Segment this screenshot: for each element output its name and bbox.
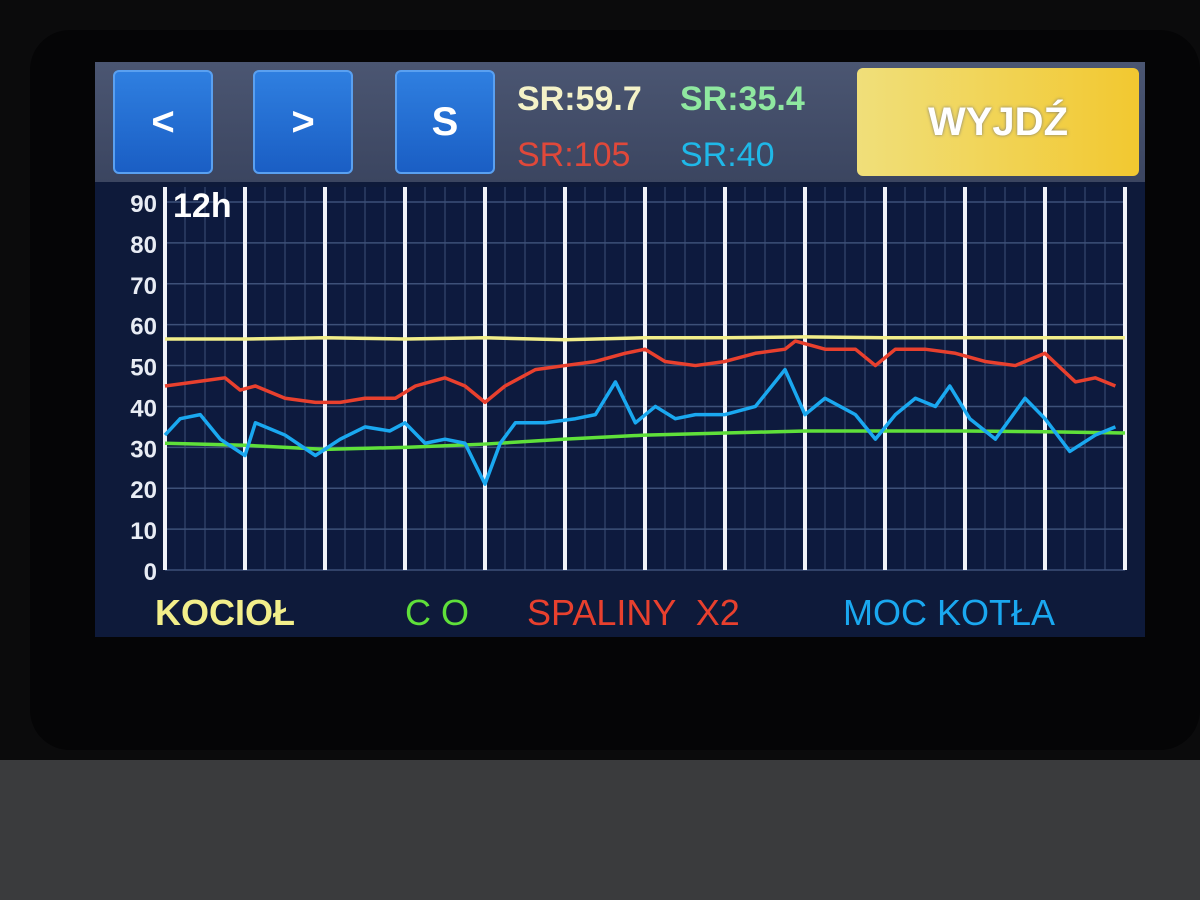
avg-moc: SR:40 <box>680 136 775 174</box>
y-tick-label: 10 <box>130 518 157 545</box>
exit-button[interactable]: WYJDŹ <box>857 68 1139 176</box>
next-button[interactable]: > <box>253 70 353 174</box>
y-tick-label: 40 <box>130 395 157 422</box>
avg-kociol: SR:59.7 <box>517 80 642 118</box>
legend-item: KOCIOŁ <box>155 592 295 633</box>
y-tick-label: 30 <box>130 436 157 463</box>
legend-item: C O <box>405 592 470 633</box>
y-tick-label: 50 <box>130 355 157 382</box>
s-button[interactable]: S <box>395 70 495 174</box>
toolbar: < > S SR:59.7 SR:35.4 SR:105 SR:40 WYJDŹ <box>95 62 1145 182</box>
screen: < > S SR:59.7 SR:35.4 SR:105 SR:40 WYJDŹ… <box>95 62 1145 637</box>
y-tick-label: 70 <box>130 273 157 300</box>
avg-co: SR:35.4 <box>680 80 805 118</box>
series-line-3 <box>163 367 1117 486</box>
y-tick-label: 0 <box>144 559 157 586</box>
y-tick-label: 90 <box>130 191 157 218</box>
legend-item: SPALINY X2 <box>527 592 740 633</box>
series-line-2 <box>164 339 1117 405</box>
avg-spaliny: SR:105 <box>517 136 631 174</box>
y-tick-label: 80 <box>130 232 157 259</box>
period-label: 12h <box>173 187 232 225</box>
y-tick-label: 20 <box>130 477 157 504</box>
y-tick-label: 60 <box>130 314 157 341</box>
device-base <box>0 760 1200 900</box>
legend-item: MOC KOTŁA <box>843 592 1056 633</box>
chart: 0 10 20 30 40 50 60 70 80 90 12h <box>130 187 1127 586</box>
series-line-0 <box>165 335 1125 342</box>
prev-button[interactable]: < <box>113 70 213 174</box>
